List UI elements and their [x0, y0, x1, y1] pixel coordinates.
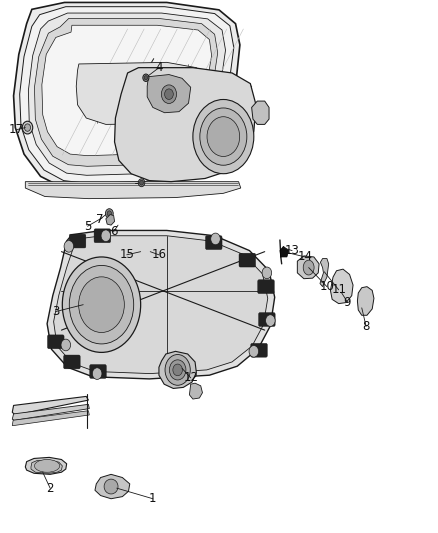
Ellipse shape [265, 315, 275, 326]
Text: 2: 2 [46, 482, 54, 495]
Text: 13: 13 [285, 244, 300, 257]
Text: 17: 17 [9, 123, 24, 136]
Ellipse shape [35, 459, 60, 472]
Polygon shape [14, 3, 240, 190]
Ellipse shape [262, 267, 272, 279]
Polygon shape [330, 269, 353, 304]
Polygon shape [12, 405, 89, 420]
FancyBboxPatch shape [258, 313, 275, 326]
Text: 3: 3 [52, 305, 60, 318]
Ellipse shape [64, 240, 74, 252]
FancyBboxPatch shape [258, 280, 274, 294]
Ellipse shape [79, 277, 124, 333]
Ellipse shape [22, 121, 33, 134]
Ellipse shape [193, 100, 254, 174]
FancyBboxPatch shape [205, 236, 222, 249]
Polygon shape [28, 13, 226, 175]
Polygon shape [20, 7, 234, 183]
Text: 8: 8 [362, 320, 370, 333]
Ellipse shape [143, 74, 149, 82]
Ellipse shape [69, 265, 134, 344]
FancyBboxPatch shape [69, 234, 86, 248]
Polygon shape [53, 236, 268, 374]
Polygon shape [12, 397, 88, 415]
Polygon shape [280, 246, 289, 257]
Ellipse shape [92, 368, 102, 379]
Ellipse shape [170, 360, 186, 380]
FancyBboxPatch shape [94, 229, 111, 243]
Polygon shape [35, 18, 218, 166]
Polygon shape [115, 68, 256, 182]
Polygon shape [252, 101, 269, 124]
Ellipse shape [200, 108, 247, 165]
FancyBboxPatch shape [90, 365, 106, 378]
FancyBboxPatch shape [47, 335, 64, 349]
Ellipse shape [138, 179, 145, 187]
Ellipse shape [104, 479, 118, 494]
Text: 14: 14 [298, 251, 313, 263]
Ellipse shape [107, 211, 112, 216]
Polygon shape [357, 287, 374, 316]
Ellipse shape [249, 345, 258, 357]
Ellipse shape [165, 89, 173, 100]
Polygon shape [31, 460, 62, 473]
Text: 6: 6 [110, 225, 117, 238]
Polygon shape [106, 215, 115, 225]
Ellipse shape [62, 257, 141, 352]
Polygon shape [47, 230, 275, 379]
Polygon shape [76, 62, 206, 124]
Polygon shape [297, 256, 319, 279]
Ellipse shape [25, 124, 31, 131]
Ellipse shape [144, 76, 148, 80]
Polygon shape [320, 259, 328, 287]
Text: 9: 9 [344, 295, 351, 309]
Ellipse shape [303, 260, 314, 275]
Ellipse shape [61, 339, 71, 351]
Polygon shape [95, 474, 130, 499]
Text: 1: 1 [149, 492, 157, 505]
Text: 7: 7 [95, 213, 103, 227]
Polygon shape [189, 383, 202, 399]
Ellipse shape [211, 233, 220, 245]
Ellipse shape [207, 117, 240, 157]
Text: 16: 16 [152, 248, 166, 261]
Ellipse shape [165, 354, 190, 385]
FancyBboxPatch shape [64, 355, 80, 369]
Text: 10: 10 [319, 280, 334, 293]
Polygon shape [25, 457, 67, 474]
Text: 4: 4 [155, 61, 162, 74]
Ellipse shape [106, 209, 113, 218]
Ellipse shape [161, 85, 177, 103]
Text: 12: 12 [183, 372, 198, 384]
Ellipse shape [101, 230, 111, 241]
Ellipse shape [173, 364, 183, 376]
Polygon shape [147, 75, 191, 113]
FancyBboxPatch shape [239, 253, 255, 267]
Polygon shape [25, 182, 241, 199]
Text: 5: 5 [84, 220, 91, 233]
FancyBboxPatch shape [251, 343, 267, 357]
Polygon shape [12, 411, 89, 425]
Text: 11: 11 [331, 284, 346, 296]
Polygon shape [42, 25, 212, 156]
Ellipse shape [140, 180, 144, 185]
Polygon shape [159, 351, 196, 389]
Text: 15: 15 [119, 248, 134, 261]
